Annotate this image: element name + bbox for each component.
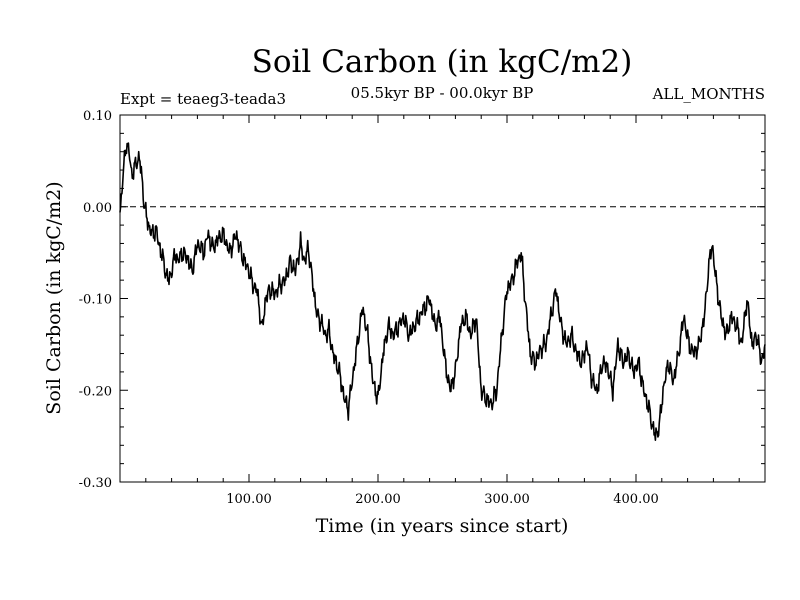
- experiment-label: Expt = teaeg3-teada3: [120, 90, 286, 108]
- x-tick-label: 300.00: [484, 492, 530, 507]
- x-axis: 100.00 200.00 300.00 400.00: [145, 115, 740, 507]
- x-axis-label: Time (in years since start): [316, 515, 569, 537]
- x-tick-label: 400.00: [613, 492, 659, 507]
- y-tick-label: 0.10: [83, 109, 112, 124]
- plot-frame: [119, 114, 766, 483]
- y-tick-label: 0.00: [83, 201, 112, 216]
- time-range-label: 05.5kyr BP - 00.0kyr BP: [351, 84, 534, 102]
- y-tick-label: -0.30: [79, 476, 112, 491]
- y-axis: 0.10 0.00 -0.10 -0.20 -0.30: [79, 109, 765, 491]
- series-line-soil-carbon: [119, 142, 766, 441]
- x-tick-label: 100.00: [226, 492, 272, 507]
- chart-title: Soil Carbon (in kgC/m2): [252, 44, 633, 80]
- y-tick-label: -0.20: [79, 384, 112, 399]
- y-axis-label: Soil Carbon (in kgC/m2): [43, 181, 65, 414]
- x-tick-label: 200.00: [355, 492, 401, 507]
- months-label: ALL_MONTHS: [652, 85, 765, 103]
- y-tick-label: -0.10: [79, 293, 112, 308]
